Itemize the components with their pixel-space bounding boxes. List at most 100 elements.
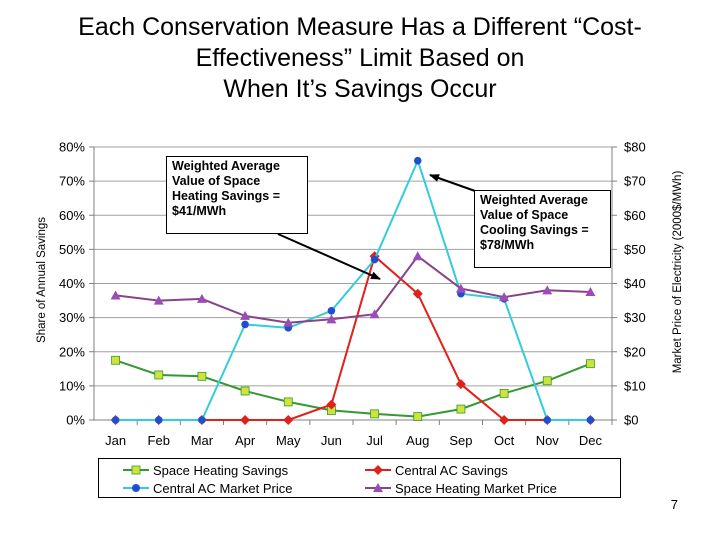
- heating-callout-arrow: [277, 233, 381, 280]
- chart-legend: Space Heating Savings Central AC Savings…: [98, 458, 621, 498]
- data-point-space-heating-market-price: [196, 293, 207, 303]
- data-point-central-ac-savings: [283, 415, 294, 425]
- y2-tick-label: $20: [624, 344, 646, 359]
- y2-tick-label: $60: [624, 208, 646, 223]
- cooling-callout-line-1: Weighted Average: [480, 193, 588, 207]
- series-line: [115, 359, 591, 418]
- legend-item-space-heating-market-price: Space Heating Market Price: [365, 479, 557, 497]
- slide-title: Each Conservation Measure Has a Differen…: [0, 12, 720, 105]
- data-point-space-heating-savings: [370, 409, 379, 419]
- data-point-space-heating-market-price: [283, 317, 294, 327]
- legend-swatch-triangle-icon: [365, 483, 391, 492]
- data-point-central-ac-market-price: [370, 255, 379, 264]
- title-line-1: Each Conservation Measure Has a Differen…: [78, 13, 642, 41]
- data-point-space-heating-savings: [197, 371, 207, 381]
- data-point-central-ac-market-price: [327, 307, 336, 315]
- data-point-space-heating-market-price: [369, 309, 380, 319]
- y-tick-label: 80%: [59, 140, 85, 155]
- data-point-central-ac-market-price: [241, 320, 249, 329]
- series-line: [115, 157, 591, 421]
- y2-tick-label: $70: [624, 174, 646, 189]
- data-point-central-ac-savings: [499, 415, 510, 425]
- data-point-space-heating-market-price: [153, 295, 164, 305]
- y-tick-label: 0%: [66, 413, 85, 428]
- y-tick-label: 50%: [59, 242, 85, 257]
- heating-callout-line-1: Weighted Average: [172, 159, 280, 173]
- data-point-space-heating-market-price: [240, 310, 251, 320]
- data-point-space-heating-savings: [586, 359, 595, 369]
- title-line-3: When It’s Savings Occur: [223, 75, 497, 103]
- data-point-space-heating-market-price: [542, 285, 553, 295]
- data-point-space-heating-savings: [542, 376, 552, 386]
- y2-tick-label: $10: [624, 378, 646, 393]
- x-tick-label: Oct: [494, 433, 515, 448]
- y-tick-label: 40%: [59, 276, 85, 291]
- x-tick-label: Aug: [406, 433, 429, 448]
- y-tick-label: 30%: [59, 310, 85, 325]
- series-line: [115, 254, 591, 324]
- x-tick-label: Jun: [321, 433, 342, 448]
- title-line-2: Effectiveness” Limit Based on: [195, 44, 525, 72]
- tick-labels: 0% $0 10% $10 20% $20 30% $30 40% $40 50% $50 60% $60…: [59, 140, 646, 449]
- cooling-callout-line-4: $78/MWh: [480, 238, 535, 252]
- data-point-space-heating-savings: [283, 397, 293, 407]
- legend-item-central-ac-savings: Central AC Savings: [365, 461, 508, 479]
- data-point-central-ac-market-price: [543, 416, 552, 424]
- x-tick-label: Nov: [536, 433, 560, 448]
- x-tick-label: May: [276, 433, 301, 448]
- x-tick-label: Sep: [449, 433, 472, 448]
- heating-callout-line-2: Value of Space: [172, 174, 261, 188]
- series-central-ac-savings: [110, 251, 596, 425]
- legend-swatch-square-icon: [123, 465, 149, 475]
- legend-item-central-ac-market-price: Central AC Market Price: [123, 479, 292, 497]
- y-tick-label: 10%: [59, 378, 85, 393]
- legend-label: Central AC Savings: [395, 462, 508, 478]
- page-number: 7: [670, 497, 678, 512]
- y2-tick-label: $30: [624, 310, 646, 325]
- x-tick-label: Jul: [366, 433, 383, 448]
- line-chart: 0% $0 10% $10 20% $20 30% $30 40% $40 50% $50 60% $60…: [36, 140, 684, 449]
- y2-tick-label: $40: [624, 276, 646, 291]
- x-tick-label: Jan: [105, 433, 126, 448]
- data-point-central-ac-savings: [240, 415, 251, 425]
- data-point-space-heating-savings: [499, 388, 509, 398]
- series-central-ac-market-price: [111, 156, 595, 424]
- data-point-space-heating-savings: [154, 370, 164, 380]
- data-point-space-heating-market-price: [455, 283, 466, 293]
- legend-label: Central AC Market Price: [153, 480, 293, 496]
- legend-label: Space Heating Market Price: [395, 480, 557, 496]
- data-point-space-heating-market-price: [110, 290, 121, 300]
- y2-tick-label: $80: [624, 140, 646, 155]
- data-point-central-ac-savings: [412, 288, 423, 299]
- data-point-central-ac-market-price: [111, 416, 120, 424]
- series-space-heating-savings: [111, 355, 595, 421]
- cooling-callout-line-2: Value of Space: [480, 208, 569, 222]
- series-lines: [110, 156, 596, 425]
- y2-tick-label: $0: [624, 413, 638, 428]
- data-point-space-heating-market-price: [585, 287, 596, 297]
- heating-savings-callout: Weighted Average Value of Space Heating …: [166, 156, 308, 234]
- x-tick-label: Feb: [148, 433, 170, 448]
- data-point-space-heating-savings: [240, 386, 250, 396]
- data-point-central-ac-savings: [326, 399, 337, 410]
- y2-axis-label: Market Price of Electricity (2000$/MWh): [672, 171, 684, 374]
- data-point-space-heating-market-price: [326, 314, 337, 324]
- x-tick-label: Apr: [235, 433, 256, 448]
- legend-label: Space Heating Savings: [153, 462, 289, 478]
- data-point-space-heating-market-price: [412, 251, 423, 261]
- data-point-central-ac-market-price: [586, 416, 595, 424]
- data-point-space-heating-savings: [413, 412, 423, 421]
- data-point-central-ac-market-price: [154, 416, 163, 424]
- y-tick-label: 70%: [59, 174, 85, 189]
- heating-callout-line-3: Heating Savings =: [172, 189, 281, 203]
- legend-swatch-diamond-icon: [365, 465, 391, 475]
- data-point-space-heating-savings: [456, 404, 466, 414]
- cooling-savings-callout: Weighted Average Value of Space Cooling …: [474, 190, 611, 268]
- x-tick-label: Mar: [191, 433, 214, 448]
- data-point-space-heating-savings: [111, 355, 120, 365]
- series-line: [115, 254, 591, 421]
- y-axis-label: Share of Annual Savings: [36, 217, 48, 343]
- y-tick-label: 60%: [59, 208, 85, 223]
- legend-item-space-heating-savings: Space Heating Savings: [123, 461, 288, 479]
- data-point-central-ac-market-price: [198, 416, 206, 424]
